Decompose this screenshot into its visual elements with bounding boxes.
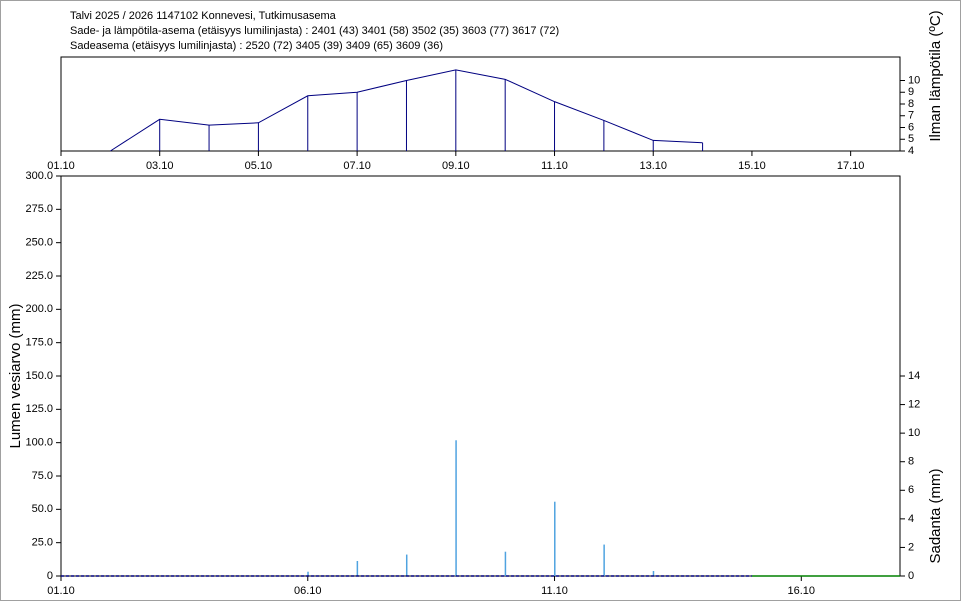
y-tick-label: 275.0 — [25, 203, 53, 215]
data-line — [110, 69, 703, 152]
bar — [307, 571, 309, 576]
y-tick-label: 150.0 — [25, 370, 53, 382]
bar — [652, 571, 655, 576]
y2-tick-label: 2 — [908, 541, 914, 553]
x-tick-label: 01.10 — [47, 160, 75, 172]
title-line: Talvi 2025 / 2026 1147102 Konnevesi, Tut… — [70, 10, 337, 22]
title-line: Sadeasema (etäisyys lumilinjasta) : 2520… — [70, 40, 443, 52]
y2-tick-label: 6 — [908, 121, 914, 133]
y2-tick-label: 5 — [908, 133, 914, 145]
bar — [405, 554, 408, 576]
y-tick-label: 50.0 — [32, 503, 53, 515]
bar — [455, 440, 457, 576]
y2-tick-label: 0 — [908, 570, 914, 582]
y2-tick-label: 9 — [908, 86, 914, 98]
y2-tick-label: 10 — [908, 74, 920, 86]
bar — [554, 501, 556, 576]
x-tick-label: 11.10 — [541, 585, 568, 597]
x-tick-label: 15.10 — [738, 160, 766, 172]
y-tick-label: 100.0 — [25, 437, 53, 449]
y2-tick-label: 12 — [908, 398, 920, 410]
x-tick-label: 03.10 — [146, 160, 174, 172]
y-tick-label: 25.0 — [32, 537, 53, 549]
y-tick-label: 75.0 — [32, 470, 53, 482]
y-tick-label: 200.0 — [25, 303, 53, 315]
x-tick-label: 07.10 — [343, 160, 371, 172]
x-tick-label: 17.10 — [837, 160, 865, 172]
y-tick-label: 225.0 — [25, 270, 53, 282]
y2-tick-label: 4 — [908, 145, 914, 157]
x-tick-label: 16.10 — [788, 585, 816, 597]
x-tick-label: 01.10 — [47, 585, 75, 597]
y2-tick-label: 8 — [908, 456, 914, 468]
y2-tick-label: 8 — [908, 98, 914, 110]
y-axis-label: Ilman lämpötila (ºC) — [927, 10, 944, 141]
y2-axis-label: Sadanta (mm) — [927, 468, 944, 563]
y-tick-label: 0 — [47, 570, 53, 582]
y2-tick-label: 10 — [908, 427, 920, 439]
y-tick-label: 125.0 — [25, 403, 53, 415]
y-tick-label: 300.0 — [25, 170, 53, 182]
bar — [603, 544, 605, 576]
bar — [504, 551, 507, 576]
y-axis-label: Lumen vesiarvo (mm) — [7, 303, 24, 448]
y-tick-label: 175.0 — [25, 337, 53, 349]
x-tick-label: 05.10 — [245, 160, 273, 172]
y2-tick-label: 7 — [908, 110, 914, 122]
x-tick-label: 06.10 — [294, 585, 322, 597]
x-tick-label: 09.10 — [442, 160, 470, 172]
bar — [356, 561, 359, 576]
x-tick-label: 11.10 — [541, 160, 568, 172]
y-tick-label: 250.0 — [25, 237, 53, 249]
y2-tick-label: 4 — [908, 513, 914, 525]
x-tick-label: 13.10 — [639, 160, 667, 172]
y2-tick-label: 6 — [908, 484, 914, 496]
title-line: Sade- ja lämpötila-asema (etäisyys lumil… — [70, 25, 559, 37]
y2-tick-label: 14 — [908, 370, 920, 382]
